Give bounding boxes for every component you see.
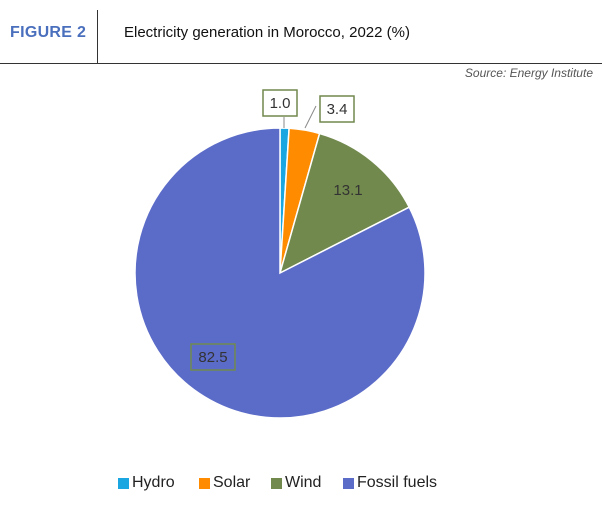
legend: Hydro Solar Wind Fossil fuels bbox=[0, 472, 602, 494]
pie-slice-wind bbox=[278, 132, 411, 275]
legend-swatch-solar bbox=[199, 477, 210, 489]
legend-item-solar: Solar bbox=[199, 472, 250, 494]
data-label-box-fossil-fuels bbox=[190, 343, 236, 371]
legend-label-solar: Solar bbox=[213, 474, 251, 491]
data-label-box-solar bbox=[319, 95, 355, 123]
data-label-hydro: 1.0 bbox=[270, 95, 291, 112]
chart-title: Electricity generation in Morocco, 2022 … bbox=[124, 24, 410, 41]
source-note: Source: Energy Institute bbox=[464, 66, 593, 80]
figure-label: FIGURE 2 bbox=[10, 24, 87, 41]
data-label-box-hydro bbox=[262, 89, 298, 117]
legend-item-hydro: Hydro bbox=[118, 472, 175, 494]
legend-item-wind: Wind bbox=[271, 472, 321, 494]
legend-label-wind: Wind bbox=[285, 474, 322, 491]
legend-swatch-wind bbox=[271, 477, 282, 489]
figure-header: FIGURE 2 Electricity generation in Moroc… bbox=[0, 0, 602, 64]
pie-slice-fossil-fuels bbox=[134, 127, 426, 419]
header-rule bbox=[0, 63, 602, 64]
legend-label-hydro: Hydro bbox=[132, 474, 175, 491]
legend-swatch-fossil-fuels bbox=[343, 477, 354, 489]
legend-item-fossil-fuels: Fossil fuels bbox=[343, 472, 437, 494]
legend-swatch-hydro bbox=[118, 477, 129, 489]
leader-line-solar bbox=[304, 105, 317, 129]
data-label-fossil-fuels: 82.5 bbox=[198, 349, 227, 366]
data-label-wind: 13.1 bbox=[333, 182, 362, 199]
legend-label-fossil-fuels: Fossil fuels bbox=[357, 474, 438, 491]
header-divider bbox=[97, 10, 98, 64]
data-label-solar: 3.4 bbox=[327, 101, 348, 118]
